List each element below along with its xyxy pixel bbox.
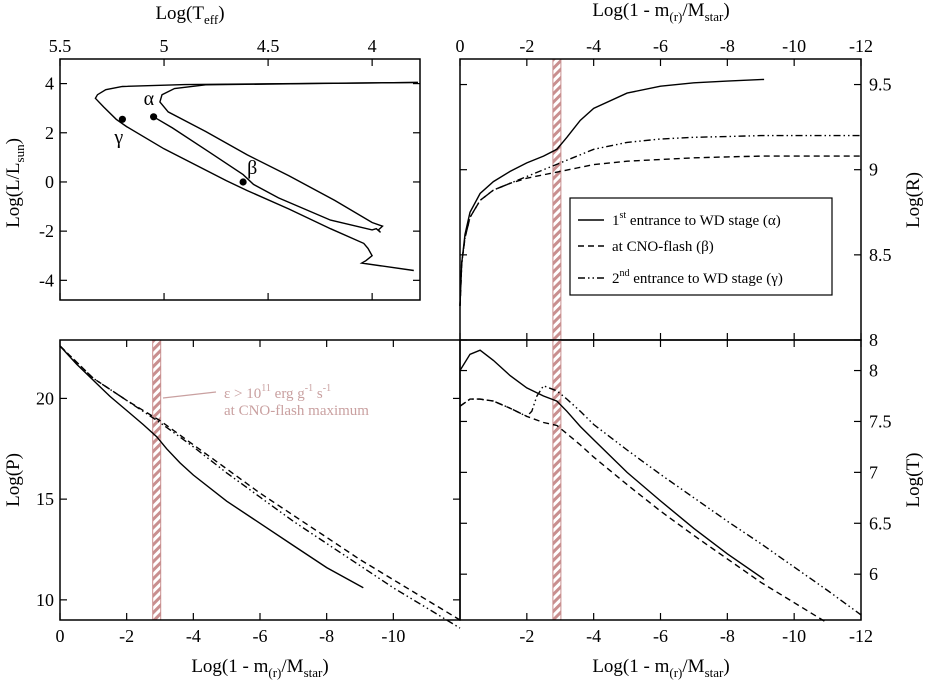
radius-ytick-label: 8.5 [869, 245, 892, 265]
pressure-xtick-label: -2 [119, 626, 134, 646]
radius-ylabel: Log(R) [903, 172, 924, 228]
hrd-ytick-label: -4 [39, 270, 54, 290]
hrd-point-marker [239, 178, 247, 186]
hrd-ytick-label: -2 [39, 221, 54, 241]
temperature-xtick-label: -6 [653, 626, 668, 646]
hrd-ytick-label: 4 [45, 74, 54, 94]
radius-xtick-label: -8 [720, 36, 735, 56]
flash-annotation: ε > 1011 erg g-1 s-1 at CNO-flash maximu… [162, 383, 369, 419]
legend-label-alpha: 1st entrance to WD stage (α) [612, 210, 781, 229]
hrd-xtick-label: 5.5 [49, 36, 72, 56]
temperature-series-solid-0 [459, 349, 765, 580]
temperature-ytick-label: 8 [869, 361, 878, 381]
temperature-frame [459, 339, 862, 621]
annotation-line2: at CNO-flash maximum [224, 403, 369, 419]
radius-ytick-label: 9 [869, 160, 878, 180]
pressure-xtick-label: -10 [381, 626, 405, 646]
pressure-panel: 0 -2 -4 -6 -8 -10 20 15 10 [36, 339, 461, 646]
hrd-point-label: β [247, 157, 257, 179]
radius-series-dashed-1 [459, 155, 861, 306]
temperature-ylabel: Log(T) [903, 453, 924, 508]
radius-panel: 0 -2 -4 -6 -8 -10 -12 9.5 9 8.5 8 [456, 36, 892, 350]
radius-xtick-label: -12 [849, 36, 873, 56]
radius-series-solid-0 [459, 78, 765, 306]
radius-ytick-label: 8 [869, 330, 878, 350]
radius-xtick-label: -6 [653, 36, 668, 56]
annotation-pointer [162, 391, 217, 399]
pressure-xlabel: Log(1 - m(r)/Mstar) [191, 656, 328, 680]
temperature-panel: -2 -4 -6 -8 -10 -12 8 7.5 7 6.5 6 [459, 339, 892, 646]
hrd-series-solid-1 [153, 81, 418, 233]
temperature-xtick-label: -8 [720, 626, 735, 646]
hrd-point-marker [150, 113, 158, 121]
hrd-point-label: α [144, 88, 155, 110]
temperature-series-dashdot-2 [459, 384, 862, 616]
hrd-series-solid-0 [94, 81, 418, 272]
hrd-xtick-label: 4 [368, 36, 377, 56]
radius-xtick-label: -4 [586, 36, 601, 56]
pressure-ytick-label: 15 [36, 489, 54, 509]
temperature-ytick-label: 7.5 [869, 411, 892, 431]
hr-diagram-panel: α β γ 5.5 5 4.5 4 4 2 0 -2 -4 [39, 36, 421, 301]
radius-top-xlabel: Log(1 - m(r)/Mstar) [592, 0, 729, 24]
temperature-flash-band [552, 339, 562, 621]
legend-label-beta: at CNO-flash (β) [612, 239, 714, 255]
temperature-xtick-label: -12 [849, 626, 873, 646]
hrd-top-xlabel: Log(Teff) [155, 3, 224, 27]
temperature-xtick-label: -4 [586, 626, 601, 646]
hrd-xtick-label: 4.5 [257, 36, 280, 56]
legend: 1st entrance to WD stage (α) at CNO-flas… [569, 197, 833, 296]
hrd-point-label: γ [113, 126, 123, 148]
hrd-point-marker [118, 115, 126, 123]
temperature-xtick-label: -2 [519, 626, 534, 646]
radius-flash-band [552, 58, 562, 341]
legend-box [569, 197, 833, 296]
hrd-xtick-label: 5 [160, 36, 169, 56]
pressure-ylabel: Log(P) [3, 453, 24, 507]
temperature-ytick-label: 6 [869, 564, 878, 584]
pressure-series-solid-0 [59, 345, 364, 589]
pressure-xtick-label: 0 [56, 626, 65, 646]
pressure-ytick-label: 10 [36, 590, 54, 610]
hrd-ytick-label: 2 [45, 123, 54, 143]
pressure-xtick-label: -6 [253, 626, 268, 646]
pressure-xtick-label: -8 [319, 626, 334, 646]
temperature-series-dashed-1 [459, 398, 828, 624]
radius-xtick-label: 0 [456, 36, 465, 56]
hrd-ytick-label: 0 [45, 172, 54, 192]
legend-label-gamma: 2nd entrance to WD stage (γ) [612, 268, 783, 287]
radius-xtick-label: -10 [782, 36, 806, 56]
temperature-ytick-label: 6.5 [869, 513, 892, 533]
hrd-frame [59, 58, 421, 301]
pressure-xtick-label: -4 [186, 626, 201, 646]
pressure-series-dashdot-2 [59, 345, 461, 629]
hrd-ylabel: Log(L/Lsun) [3, 138, 27, 228]
pressure-ytick-label: 20 [36, 388, 54, 408]
temperature-xlabel: Log(1 - m(r)/Mstar) [592, 656, 729, 680]
temperature-ytick-label: 7 [869, 462, 878, 482]
radius-xtick-label: -2 [519, 36, 534, 56]
temperature-xtick-label: -10 [782, 626, 806, 646]
pressure-flash-band [152, 339, 162, 621]
annotation-line1: ε > 1011 erg g-1 s-1 [224, 383, 331, 402]
radius-ytick-label: 9.5 [869, 75, 892, 95]
pressure-frame [59, 339, 461, 621]
